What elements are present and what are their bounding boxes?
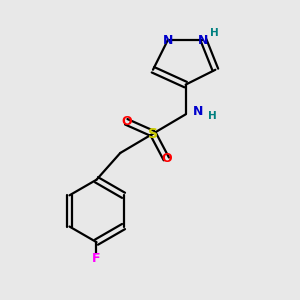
- Text: O: O: [161, 152, 172, 165]
- Text: N: N: [163, 34, 173, 46]
- Text: H: H: [210, 28, 219, 38]
- Text: O: O: [121, 115, 131, 128]
- Text: F: F: [92, 252, 101, 265]
- Text: N: N: [198, 34, 209, 46]
- Text: N: N: [193, 106, 203, 118]
- Text: S: S: [148, 127, 158, 141]
- Text: H: H: [208, 111, 217, 121]
